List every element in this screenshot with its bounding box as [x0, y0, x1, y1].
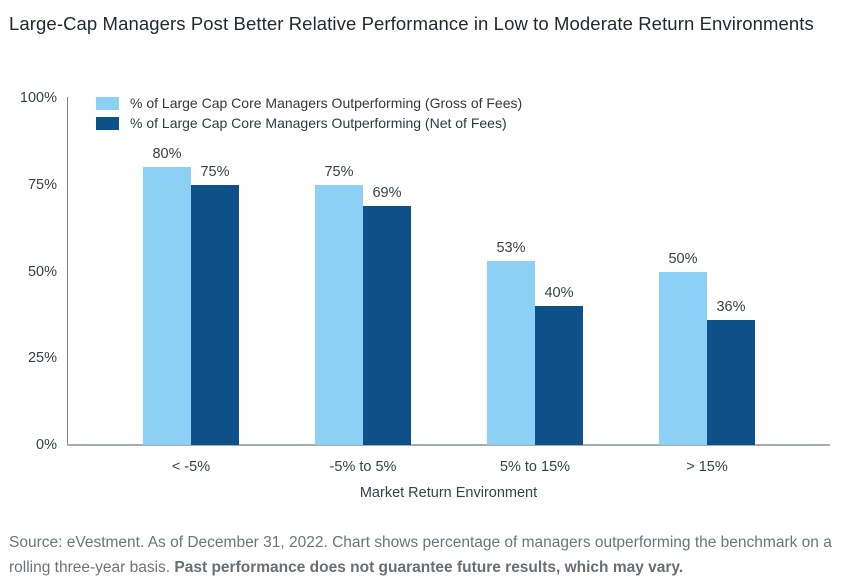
source-note-bold: Past performance does not guarantee futu… [174, 559, 684, 576]
bar-gross-of-fees: 80% [143, 146, 191, 445]
bar-value-label: 50% [668, 250, 698, 267]
legend-label: % of Large Cap Core Managers Outperformi… [130, 95, 523, 111]
bar-group: 80% 75% < -5% [143, 146, 239, 475]
bar-value-label: 75% [200, 163, 230, 180]
bar-net-of-fees: 75% [191, 164, 239, 445]
bar-net-of-fees: 69% [363, 185, 411, 445]
legend-swatch [96, 116, 119, 130]
y-tick-label: 50% [27, 263, 57, 280]
y-tick-label: 100% [19, 90, 57, 106]
bar-value-label: 75% [324, 163, 354, 180]
legend-item: % of Large Cap Core Managers Outperformi… [96, 113, 522, 133]
bar-net-of-fees: 40% [535, 285, 583, 445]
bar-net-of-fees: 36% [707, 299, 755, 445]
x-axis-title: Market Return Environment [359, 485, 538, 501]
bar-value-label: 69% [372, 184, 402, 201]
bar-value-label: 80% [152, 146, 182, 163]
y-tick-label: 75% [27, 176, 57, 193]
legend-item: % of Large Cap Core Managers Outperformi… [96, 93, 522, 113]
x-axis-line [67, 444, 830, 446]
source-note-regular: Source: eVestment. As of December 31, 20… [9, 534, 832, 576]
source-note: Source: eVestment. As of December 31, 20… [9, 530, 845, 580]
legend-label: % of Large Cap Core Managers Outperformi… [130, 115, 507, 131]
x-category-label: 5% to 15% [499, 459, 571, 475]
chart-legend: % of Large Cap Core Managers Outperformi… [96, 93, 522, 133]
y-tick-label: 25% [27, 350, 57, 367]
x-category-label: > 15% [686, 459, 728, 475]
bar-group: 50% 36% > 15% [659, 251, 755, 475]
chart-title: Large-Cap Managers Post Better Relative … [9, 13, 814, 34]
bar-chart: % of Large Cap Core Managers Outperformi… [19, 90, 830, 501]
bar-gross-of-fees: 75% [315, 164, 363, 445]
x-category-label: < -5% [171, 459, 211, 475]
bar-gross-of-fees: 50% [659, 251, 707, 445]
y-axis-line [67, 97, 68, 445]
bar-value-label: 40% [544, 285, 574, 302]
bar-value-label: 36% [716, 299, 746, 316]
plot-area: 80% 75% < -5% 75% 69% -5% to 5% 53% 40% 5% to 15… [67, 98, 830, 475]
bar-group: 75% 69% -5% to 5% [315, 164, 411, 475]
bar-group: 53% 40% 5% to 15% [487, 240, 583, 475]
bar-value-label: 53% [496, 240, 526, 257]
x-category-label: -5% to 5% [329, 459, 397, 475]
bar-gross-of-fees: 53% [487, 240, 535, 445]
y-tick-label: 0% [36, 437, 57, 453]
legend-swatch [96, 96, 119, 110]
